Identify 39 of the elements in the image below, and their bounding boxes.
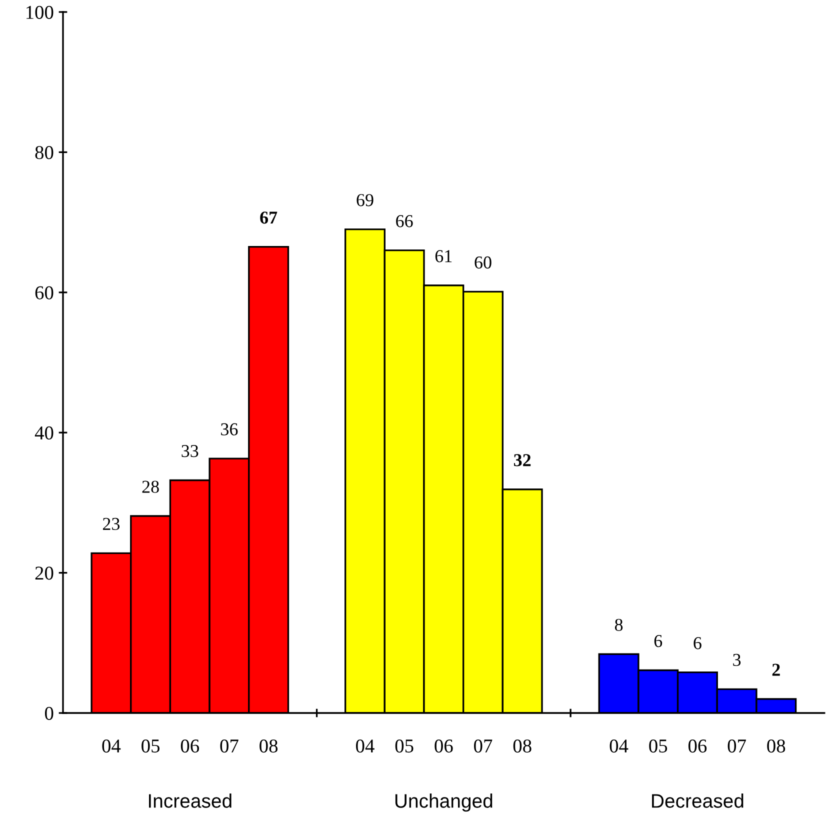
- data-label: 69: [356, 194, 374, 206]
- y-tick-label: 0: [44, 706, 54, 720]
- text: 04: [610, 739, 628, 753]
- x-tick-label: Increased: [148, 794, 232, 808]
- text: 07: [474, 739, 492, 753]
- text: 07: [728, 739, 746, 753]
- series-label: 05: [142, 739, 160, 753]
- text: 04: [356, 739, 374, 753]
- data-label: 66: [396, 215, 413, 228]
- x-tick-label: Unchanged: [395, 794, 492, 812]
- data-label: 23: [102, 518, 120, 530]
- data-label: 33: [182, 445, 198, 458]
- text: 06: [434, 739, 453, 753]
- data-label: 32: [514, 454, 531, 466]
- text: 05: [395, 739, 414, 753]
- text: 08: [767, 739, 786, 753]
- data-label: 36: [221, 423, 238, 436]
- y-tick-label: 20: [35, 566, 54, 580]
- series-label: 04: [102, 739, 121, 753]
- data-label: 67: [260, 212, 278, 224]
- y-tick-label: 40: [34, 426, 54, 440]
- data-label: 2: [772, 664, 780, 676]
- y-tick-label: 80: [35, 146, 54, 160]
- data-label: 61: [435, 250, 452, 262]
- data-label: 28: [142, 480, 159, 493]
- series-label: 07: [220, 739, 238, 753]
- data-label: 6: [654, 634, 662, 648]
- text: 06: [688, 739, 707, 753]
- series-label: 08: [260, 739, 278, 753]
- data-label: 60: [474, 256, 492, 269]
- data-label: 8: [614, 618, 623, 632]
- text: 08: [513, 739, 532, 753]
- series-label: 06: [180, 739, 200, 753]
- y-tick-label: 100: [26, 6, 54, 19]
- text: 05: [649, 739, 668, 753]
- x-tick-label: Decreased: [652, 794, 744, 808]
- data-label: 6: [694, 637, 702, 650]
- data-label: 3: [733, 654, 741, 666]
- y-tick-label: 60: [35, 286, 54, 300]
